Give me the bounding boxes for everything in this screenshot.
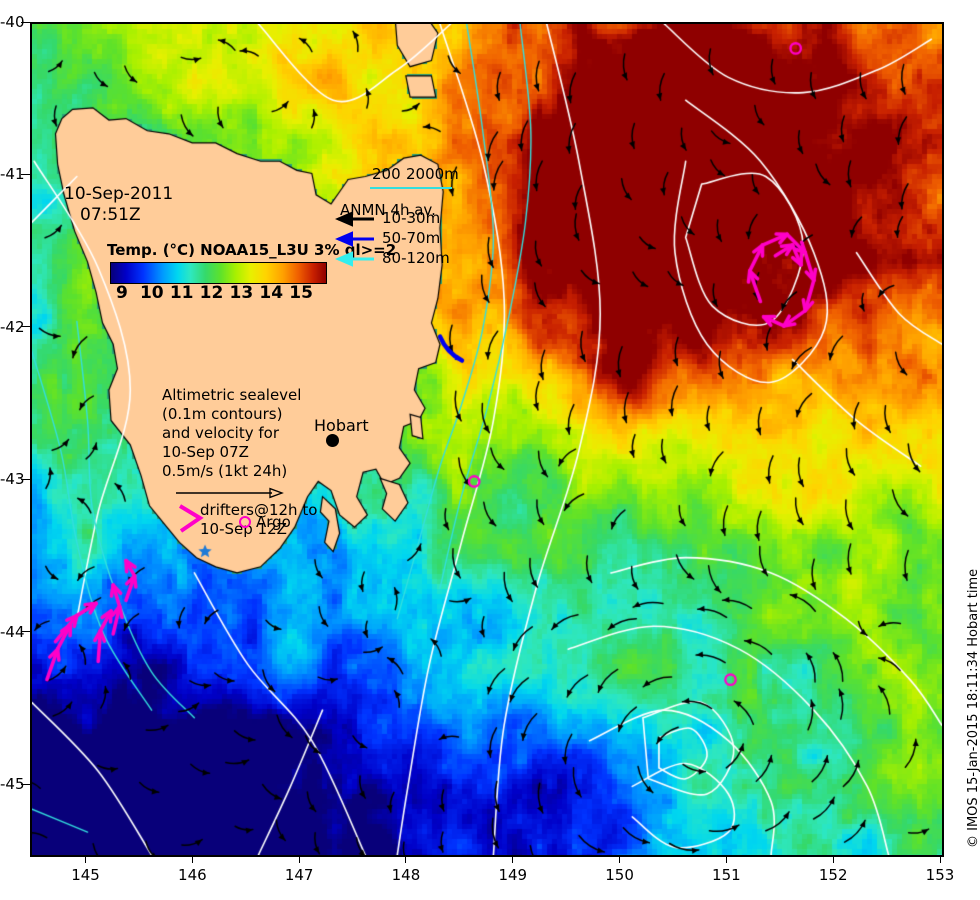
altimetry-note-line-5: 0.5m/s (1kt 24h) (162, 462, 288, 480)
y-tick-label: -45 (0, 775, 25, 794)
altimetry-note-line-3: and velocity for (162, 424, 280, 442)
x-tick-mark (725, 855, 727, 863)
y-tick-mark (21, 783, 30, 785)
x-tick-mark (832, 855, 834, 863)
city-marker-hobart (326, 434, 339, 447)
colorbar-tick-label: 10 (139, 283, 164, 303)
altimetry-note-line-1: Altimetric sealevel (162, 386, 302, 404)
overlay-layer (32, 24, 942, 855)
map-plot-area[interactable]: 10-Sep-2011 07:51Z Temp. (°C) NOAA15_L3U… (30, 22, 944, 857)
x-tick-mark (85, 855, 87, 863)
x-tick-mark (405, 855, 407, 863)
x-tick-label: 153 (925, 866, 955, 884)
x-tick-mark (619, 855, 621, 863)
anmn-key-label-1: 50-70m (382, 229, 441, 247)
y-tick-label: -43 (0, 470, 25, 489)
y-tick-label: -40 (0, 13, 25, 31)
sst-colorbar (110, 262, 327, 284)
y-tick-mark (21, 173, 30, 175)
drifter-key-symbol (178, 504, 204, 533)
velocity-scale-arrow (176, 487, 284, 499)
colorbar-tick-label: 15 (289, 283, 313, 303)
copyright-note: © IMOS 15-Jan-2015 18:11:34 Hobart time (966, 568, 980, 848)
x-tick-mark (939, 855, 941, 863)
altimetry-note-line-2: (0.1m contours) (162, 405, 283, 423)
y-tick-mark (21, 631, 30, 633)
anmn-key-label-0: 10-30m (382, 209, 441, 227)
colorbar-tick-label: 11 (169, 283, 194, 303)
anmn-key-arrows (335, 211, 374, 267)
argo-key-icon (239, 516, 251, 528)
altimetry-note-line-4: 10-Sep 07Z (162, 443, 249, 461)
y-tick-mark (21, 326, 30, 328)
city-label-hobart: Hobart (314, 416, 369, 435)
colorbar-title: Temp. (°C) NOAA15_L3U 3% ql>=2 (107, 241, 397, 259)
colorbar-tick-label: 14 (259, 283, 284, 303)
x-tick-mark (512, 855, 514, 863)
bathy-key-deep: 2000m (406, 165, 459, 183)
date-stamp: 10-Sep-2011 (64, 184, 174, 204)
y-tick-mark (21, 478, 30, 480)
x-tick-label: 149 (498, 866, 528, 884)
colorbar-tick-label: 13 (229, 283, 254, 303)
x-tick-label: 152 (818, 866, 848, 884)
argo-key-label: Argo (256, 513, 291, 531)
x-tick-label: 150 (605, 866, 634, 884)
x-tick-label: 147 (284, 866, 314, 884)
y-tick-label: -41 (0, 165, 25, 184)
drifter-note-line-1: drifters@12h to (200, 501, 318, 519)
x-tick-label: 151 (712, 866, 741, 884)
x-tick-label: 146 (178, 866, 207, 884)
y-tick-label: -42 (0, 317, 25, 336)
x-tick-label: 145 (71, 866, 100, 884)
time-stamp: 07:51Z (80, 205, 141, 225)
bathy-key-shallow: 200 (372, 165, 401, 183)
x-tick-mark (298, 855, 300, 863)
bathy-key-line (370, 187, 452, 189)
colorbar-tick-label: 12 (199, 283, 224, 303)
y-tick-mark (21, 21, 30, 23)
y-tick-label: -44 (0, 622, 25, 641)
anmn-key-label-2: 80-120m (382, 249, 450, 267)
x-tick-label: 148 (391, 866, 421, 884)
x-tick-mark (191, 855, 193, 863)
colorbar-tick-label: 9 (116, 283, 128, 303)
